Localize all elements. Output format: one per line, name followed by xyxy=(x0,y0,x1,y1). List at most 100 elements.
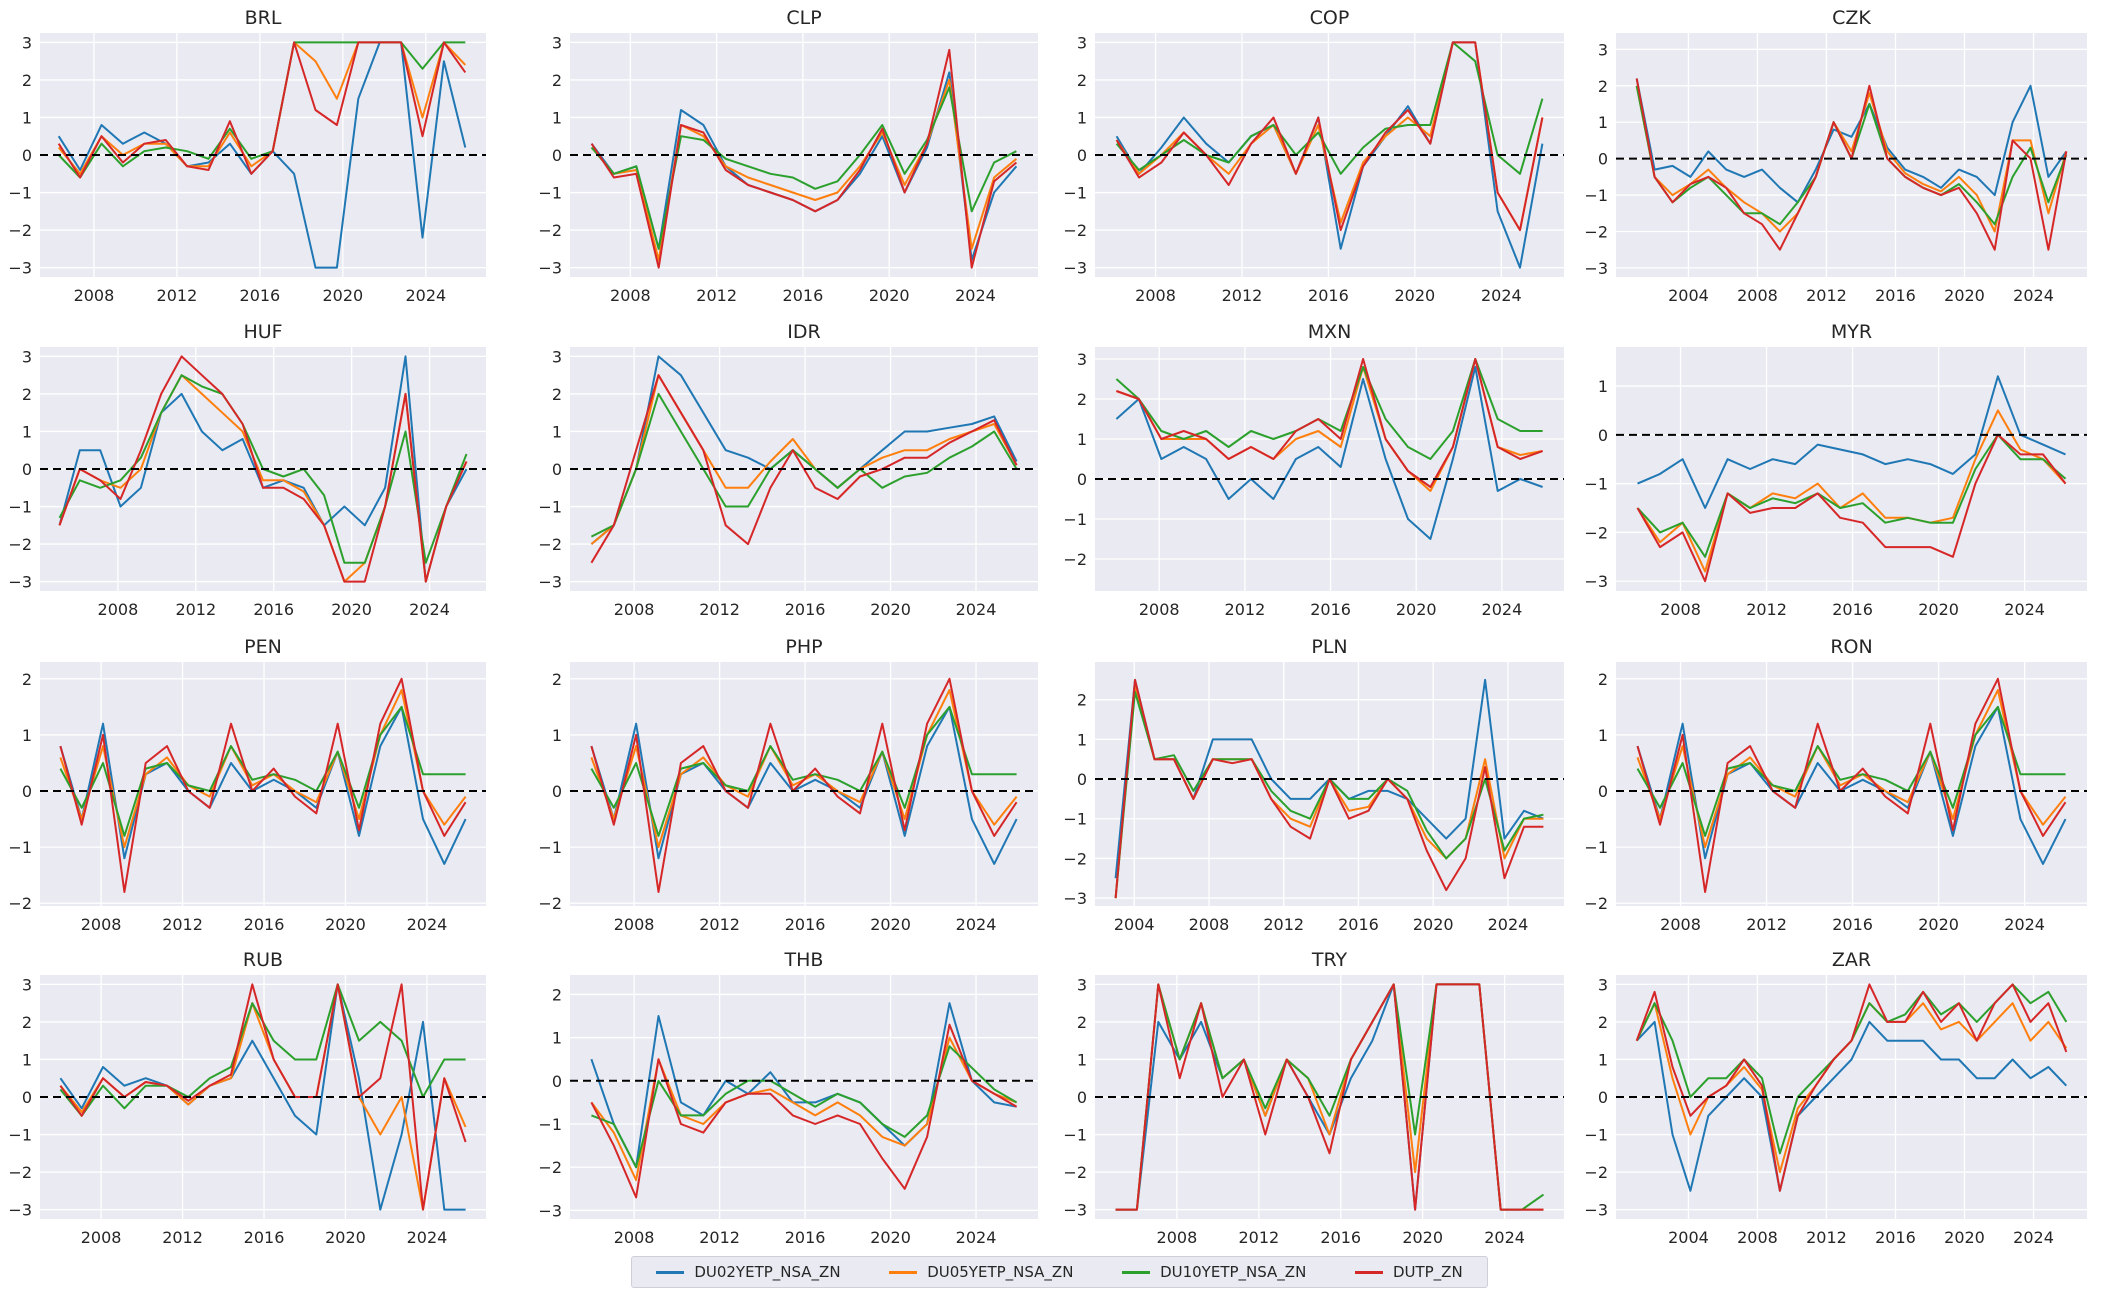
legend-label: DU02YETP_NSA_ZN xyxy=(694,1263,841,1281)
series-line-du02yetp-nsa-zn xyxy=(1115,366,1543,540)
x-tick-label: 2024 xyxy=(409,600,450,619)
legend-swatch xyxy=(656,1270,685,1274)
x-tick-label: 2004 xyxy=(1114,915,1155,934)
x-tick-label: 2008 xyxy=(1660,915,1701,934)
x-tick-label: 2020 xyxy=(1395,286,1436,305)
y-tick-label: −1 xyxy=(1584,838,1608,857)
x-tick-label: 2016 xyxy=(785,1228,826,1247)
legend-swatch xyxy=(889,1270,918,1274)
x-tick-label: 2008 xyxy=(81,915,122,934)
panel-thb: −3 −2 −1 0 1 2 2008 2012 2016 2020 2024 THB xyxy=(538,949,1038,1247)
panel-rub: −3 −2 −1 0 1 2 3 2008 2012 2016 2020 2024 RUB xyxy=(8,949,486,1247)
y-tick-label: 0 xyxy=(1598,782,1608,801)
panel-myr: −3 −2 −1 0 1 2008 2012 2016 2020 2024 MYR xyxy=(1584,321,2087,619)
series-line-du02yetp-nsa-zn xyxy=(59,705,467,865)
x-tick-label: 2012 xyxy=(1746,600,1787,619)
y-tick-label: −2 xyxy=(538,894,562,913)
x-tick-label: 2024 xyxy=(1481,286,1522,305)
x-tick-label: 2016 xyxy=(783,286,824,305)
panel-cop: −3 −2 −1 0 1 2 3 2008 2012 2016 2020 2024 COP xyxy=(1063,7,1564,305)
y-tick-label: −1 xyxy=(1063,810,1087,829)
panel-title: MXN xyxy=(1308,321,1352,343)
panel-title: CLP xyxy=(786,7,821,29)
x-tick-label: 2024 xyxy=(1482,600,1523,619)
y-tick-label: 1 xyxy=(1077,108,1087,127)
series-line-du02yetp-nsa-zn xyxy=(1635,1020,2068,1192)
y-tick-label: −3 xyxy=(8,1201,32,1220)
y-tick-label: 1 xyxy=(552,108,562,127)
y-tick-label: −3 xyxy=(1063,259,1087,278)
plot-background xyxy=(570,662,1038,906)
x-tick-label: 2004 xyxy=(1668,1228,1709,1247)
series-line-du05yetp-nsa-zn xyxy=(1636,409,2067,573)
series-line-du10yetp-nsa-zn xyxy=(59,705,466,837)
x-tick-label: 2012 xyxy=(1222,286,1263,305)
x-tick-label: 2016 xyxy=(240,286,281,305)
series-line-dutp-zn xyxy=(590,677,1018,893)
x-tick-label: 2012 xyxy=(696,286,737,305)
x-tick-label: 2020 xyxy=(1413,915,1454,934)
x-tick-label: 2012 xyxy=(699,600,740,619)
x-tick-label: 2020 xyxy=(325,915,366,934)
y-tick-label: 1 xyxy=(1598,113,1608,132)
legend-label: DUTP_ZN xyxy=(1392,1263,1463,1281)
y-tick-label: −3 xyxy=(1584,572,1608,591)
x-tick-label: 2016 xyxy=(253,600,294,619)
series-line-dutp-zn xyxy=(590,48,1018,269)
x-tick-label: 2008 xyxy=(1157,1228,1198,1247)
y-tick-label: 2 xyxy=(1598,77,1608,96)
series-line-du02yetp-nsa-zn xyxy=(1637,375,2066,509)
y-tick-label: 0 xyxy=(1077,146,1087,165)
plot-background xyxy=(1095,662,1564,906)
series-line-du10yetp-nsa-zn xyxy=(590,86,1017,250)
y-tick-label: −3 xyxy=(538,1201,562,1220)
panel-title: RON xyxy=(1830,636,1872,658)
x-tick-label: 2008 xyxy=(1139,600,1180,619)
x-tick-label: 2016 xyxy=(785,915,826,934)
panel-pln: −3 −2 −1 0 1 2 2004 2008 2012 2016 2020 2024 PLN xyxy=(1063,636,1564,934)
legend-item: DUTP_ZN xyxy=(1354,1263,1463,1281)
y-tick-label: 0 xyxy=(1077,1088,1087,1107)
x-tick-label: 2016 xyxy=(1832,915,1873,934)
panel-ron: −2 −1 0 1 2 2008 2012 2016 2020 2024 RON xyxy=(1584,636,2087,934)
y-tick-label: −3 xyxy=(8,573,32,592)
x-tick-label: 2016 xyxy=(1338,915,1379,934)
y-tick-label: 0 xyxy=(22,1088,32,1107)
x-tick-label: 2008 xyxy=(74,286,115,305)
y-tick-label: −2 xyxy=(538,221,562,240)
x-tick-label: 2024 xyxy=(405,286,446,305)
y-tick-label: 0 xyxy=(552,782,562,801)
y-tick-label: 1 xyxy=(552,1029,562,1048)
panel-title: RUB xyxy=(243,949,283,971)
panel-mxn: −2 −1 0 1 2 3 2008 2012 2016 2020 2024 MXN xyxy=(1063,321,1564,619)
legend: DU02YETP_NSA_ZN DU05YETP_NSA_ZN DU10YETP… xyxy=(631,1256,1488,1288)
y-tick-label: 2 xyxy=(1077,71,1087,90)
x-tick-label: 2012 xyxy=(1263,915,1304,934)
y-tick-label: 1 xyxy=(1077,430,1087,449)
x-tick-label: 2020 xyxy=(1402,1228,1443,1247)
y-tick-label: −2 xyxy=(1584,1163,1608,1182)
y-tick-label: 0 xyxy=(552,460,562,479)
series-line-du05yetp-nsa-zn xyxy=(1635,85,2068,233)
panel-title: CZK xyxy=(1832,7,1871,29)
y-tick-label: 3 xyxy=(1598,40,1608,59)
series-line-du10yetp-nsa-zn xyxy=(590,392,1018,538)
y-tick-label: 0 xyxy=(1598,150,1608,169)
panel-title: COP xyxy=(1310,7,1350,29)
x-tick-label: 2012 xyxy=(699,1228,740,1247)
series-line-du10yetp-nsa-zn xyxy=(1115,41,1544,175)
y-tick-label: −2 xyxy=(1584,222,1608,241)
y-tick-label: 0 xyxy=(22,782,32,801)
y-tick-label: 2 xyxy=(1077,1013,1087,1032)
x-tick-label: 2016 xyxy=(785,600,826,619)
y-tick-label: 2 xyxy=(22,71,32,90)
y-tick-label: −2 xyxy=(8,535,32,554)
x-tick-label: 2016 xyxy=(1832,600,1873,619)
x-tick-label: 2020 xyxy=(1944,286,1985,305)
x-tick-label: 2020 xyxy=(1918,600,1959,619)
x-tick-label: 2020 xyxy=(870,915,911,934)
series-line-dutp-zn xyxy=(1116,358,1543,488)
x-tick-label: 2008 xyxy=(614,1228,655,1247)
x-tick-label: 2008 xyxy=(614,915,655,934)
x-tick-label: 2008 xyxy=(1737,286,1778,305)
